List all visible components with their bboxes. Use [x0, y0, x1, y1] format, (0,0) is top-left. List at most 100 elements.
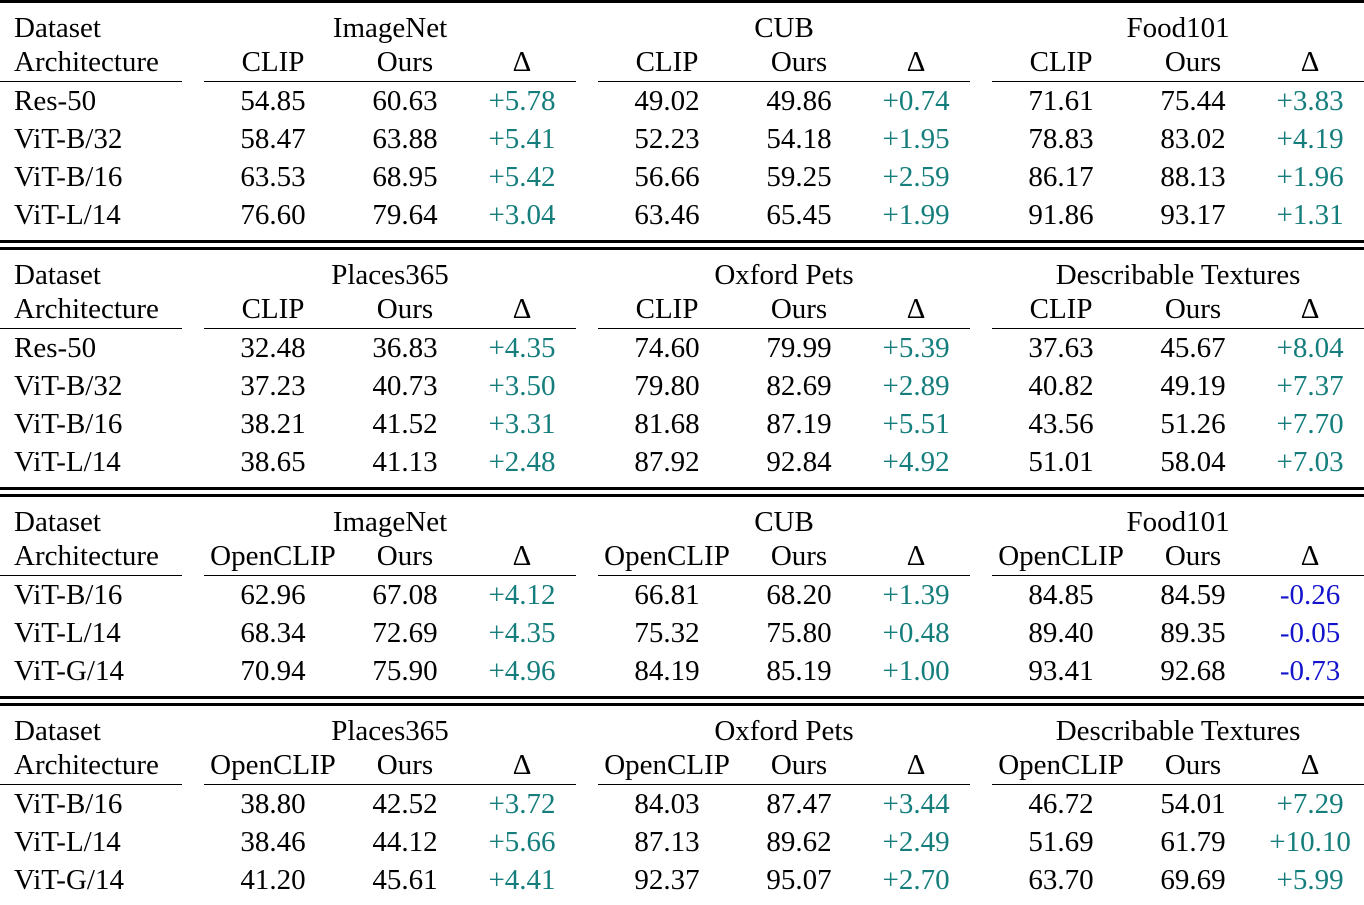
spacer	[970, 443, 992, 489]
table-row: ViT-B/16 63.53 68.95 +5.42 56.66 59.25 +2.59 86…	[0, 158, 1364, 196]
value-cell: 70.94	[240, 655, 306, 687]
column-header-ours: Ours	[1130, 748, 1257, 785]
value-cell: 79.99	[766, 332, 832, 364]
column-header-baseline: OpenCLIP	[992, 539, 1131, 576]
column-header-row: Architecture OpenCLIP Ours Δ OpenCLIP Ou…	[0, 539, 1364, 576]
spacer	[576, 785, 598, 824]
architecture-cell: ViT-G/14	[14, 864, 124, 896]
value-cell: 87.13	[634, 826, 700, 858]
spacer	[576, 652, 598, 698]
delta-cell: +5.78	[488, 85, 556, 117]
spacer	[182, 329, 204, 368]
group-header-row: Dataset ImageNet CUB Food101	[0, 2, 1364, 46]
column-header-delta: Δ	[862, 45, 971, 82]
value-cell: 54.01	[1160, 788, 1226, 820]
spacer	[576, 576, 598, 615]
value-cell: 66.81	[634, 579, 700, 611]
group-header-row: Dataset Places365 Oxford Pets Describabl…	[0, 249, 1364, 293]
delta-cell: +1.39	[882, 579, 950, 611]
delta-cell: +1.99	[882, 199, 950, 231]
column-header-baseline: CLIP	[992, 292, 1131, 329]
value-cell: 93.41	[1028, 655, 1094, 687]
value-cell: 58.47	[240, 123, 306, 155]
delta-cell: +5.42	[488, 161, 556, 193]
value-cell: 87.92	[634, 446, 700, 478]
value-cell: 92.68	[1160, 655, 1226, 687]
spacer	[970, 614, 992, 652]
value-cell: 61.79	[1160, 826, 1226, 858]
corner-label-architecture: Architecture	[0, 292, 182, 329]
delta-cell: +8.04	[1276, 332, 1344, 364]
spacer	[970, 367, 992, 405]
value-cell: 84.59	[1160, 579, 1226, 611]
architecture-cell: ViT-B/16	[14, 579, 123, 611]
table-header: Dataset ImageNet CUB Food101 Architectur…	[0, 496, 1364, 576]
value-cell: 92.37	[634, 864, 700, 896]
value-cell: 43.56	[1028, 408, 1094, 440]
column-header-delta: Δ	[862, 748, 971, 785]
value-cell: 38.46	[240, 826, 306, 858]
value-cell: 92.84	[766, 446, 832, 478]
table-row: ViT-L/14 68.34 72.69 +4.35 75.32 75.80 +0.48 89…	[0, 614, 1364, 652]
table-body: ViT-B/16 62.96 67.08 +4.12 66.81 68.20 +1.39 84…	[0, 576, 1364, 698]
value-cell: 65.45	[766, 199, 832, 231]
column-header-row: Architecture OpenCLIP Ours Δ OpenCLIP Ou…	[0, 748, 1364, 785]
value-cell: 83.02	[1160, 123, 1226, 155]
architecture-cell: ViT-L/14	[14, 199, 121, 231]
architecture-cell: ViT-B/32	[14, 123, 123, 155]
column-header-delta: Δ	[1256, 292, 1364, 329]
value-cell: 63.70	[1028, 864, 1094, 896]
spacer	[576, 158, 598, 196]
value-cell: 49.02	[634, 85, 700, 117]
value-cell: 63.88	[372, 123, 438, 155]
table-row: ViT-B/32 58.47 63.88 +5.41 52.23 54.18 +1.95 78…	[0, 120, 1364, 158]
spacer	[182, 705, 204, 749]
table-body: Res-50 32.48 36.83 +4.35 74.60 79.99 +5.39 37.6…	[0, 329, 1364, 489]
column-header-ours: Ours	[736, 45, 863, 82]
delta-cell: +3.50	[488, 370, 556, 402]
column-header-baseline: CLIP	[598, 45, 737, 82]
delta-cell: +2.49	[882, 826, 950, 858]
value-cell: 72.69	[372, 617, 438, 649]
delta-cell: +2.48	[488, 446, 556, 478]
group-header-food101: Food101	[1126, 12, 1230, 44]
column-header-delta: Δ	[1256, 539, 1364, 576]
spacer	[970, 861, 992, 905]
delta-cell: +1.31	[1276, 199, 1344, 231]
table-body: Res-50 54.85 60.63 +5.78 49.02 49.86 +0.74 71.6…	[0, 82, 1364, 242]
group-header-cub: CUB	[754, 12, 814, 44]
delta-cell: +5.99	[1276, 864, 1344, 896]
group-header-cub: CUB	[754, 506, 814, 538]
spacer	[970, 45, 992, 82]
table-body: ViT-B/16 38.80 42.52 +3.72 84.03 87.47 +3.44 46…	[0, 785, 1364, 905]
architecture-cell: Res-50	[14, 85, 97, 117]
spacer	[182, 2, 204, 46]
column-header-ours: Ours	[736, 292, 863, 329]
table-row: ViT-L/14 76.60 79.64 +3.04 63.46 65.45 +1.99 91…	[0, 196, 1364, 242]
spacer	[970, 823, 992, 861]
delta-cell: -0.26	[1279, 579, 1341, 611]
column-header-ours: Ours	[1130, 292, 1257, 329]
column-header-ours: Ours	[736, 748, 863, 785]
spacer	[970, 652, 992, 698]
spacer	[576, 823, 598, 861]
group-header-oxford-pets: Oxford Pets	[714, 259, 854, 291]
group-header-food101: Food101	[1126, 506, 1230, 538]
spacer	[182, 861, 204, 905]
corner-label-dataset: Dataset	[14, 715, 101, 747]
results-table-clip-a: Dataset ImageNet CUB Food101 Architectur…	[0, 0, 1364, 243]
delta-cell: +7.29	[1276, 788, 1344, 820]
spacer	[182, 82, 204, 121]
spacer	[970, 158, 992, 196]
value-cell: 51.69	[1028, 826, 1094, 858]
value-cell: 44.12	[372, 826, 438, 858]
spacer	[576, 120, 598, 158]
value-cell: 78.83	[1028, 123, 1094, 155]
delta-cell: +2.70	[882, 864, 950, 896]
delta-cell: +4.41	[488, 864, 556, 896]
value-cell: 75.44	[1160, 85, 1226, 117]
value-cell: 49.86	[766, 85, 832, 117]
delta-cell: +4.12	[488, 579, 556, 611]
value-cell: 40.73	[372, 370, 438, 402]
delta-cell: +0.74	[882, 85, 950, 117]
